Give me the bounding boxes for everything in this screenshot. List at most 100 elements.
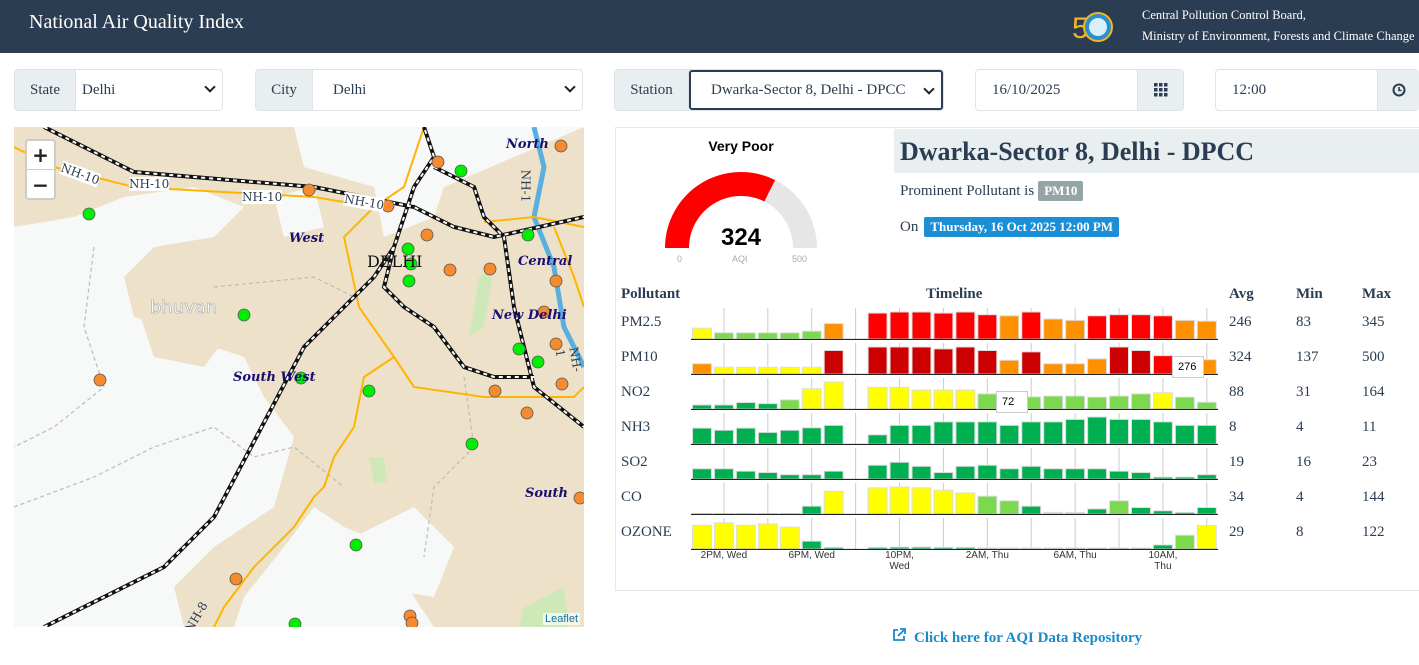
timeline-bar[interactable] xyxy=(911,465,932,480)
timeline-bar[interactable] xyxy=(713,522,734,550)
timeline-bar[interactable] xyxy=(867,464,888,480)
timeline-bar[interactable] xyxy=(757,523,778,550)
timeline-bar[interactable] xyxy=(977,393,998,410)
timeline-bar[interactable] xyxy=(1109,395,1129,410)
timeline-bar[interactable] xyxy=(801,330,822,340)
timeline-bar[interactable] xyxy=(889,346,910,375)
timeline-bar[interactable] xyxy=(999,359,1020,375)
timeline-bar[interactable] xyxy=(1087,416,1108,445)
timeline-bar[interactable] xyxy=(1196,424,1217,445)
timeline-bar[interactable] xyxy=(801,474,822,480)
timeline-bar[interactable] xyxy=(735,402,756,410)
timeline-bar[interactable] xyxy=(692,404,712,410)
timeline-bar[interactable] xyxy=(911,311,932,340)
station-marker[interactable] xyxy=(531,355,545,369)
timeline-bar[interactable] xyxy=(1043,421,1064,445)
timeline-bar[interactable] xyxy=(1065,511,1086,515)
calendar-button[interactable] xyxy=(1137,70,1183,110)
station-marker[interactable] xyxy=(520,406,534,420)
timeline-bar[interactable] xyxy=(1174,424,1195,445)
timeline-bar[interactable] xyxy=(867,386,888,410)
station-marker[interactable] xyxy=(537,305,551,319)
timeline-bar[interactable] xyxy=(867,312,888,340)
timeline-bar[interactable] xyxy=(735,366,756,375)
timeline-bar[interactable] xyxy=(1152,421,1173,445)
timeline-bar[interactable] xyxy=(823,323,844,340)
station-marker[interactable] xyxy=(237,308,251,322)
station-marker[interactable] xyxy=(431,155,445,169)
timeline-bar[interactable] xyxy=(823,470,844,480)
timeline-bar[interactable] xyxy=(977,350,998,375)
timeline-bar[interactable] xyxy=(692,524,712,550)
time-input[interactable]: 12:00 xyxy=(1232,81,1267,98)
timeline-bar[interactable] xyxy=(1087,508,1108,515)
timeline-bar[interactable] xyxy=(713,468,734,480)
timeline-bar[interactable] xyxy=(911,389,932,410)
timeline-bar[interactable] xyxy=(1087,315,1108,340)
timeline-bar[interactable] xyxy=(735,332,756,340)
timeline-bar[interactable] xyxy=(911,346,932,375)
station-marker[interactable] xyxy=(554,139,568,153)
timeline-bar[interactable] xyxy=(1065,363,1086,375)
timeline-bar[interactable] xyxy=(1087,396,1108,410)
timeline-bar[interactable] xyxy=(933,348,954,375)
timeline-bar[interactable] xyxy=(977,464,998,480)
timeline-bar[interactable] xyxy=(977,495,998,515)
timeline-bar[interactable] xyxy=(1152,544,1173,550)
timeline-bar[interactable] xyxy=(911,424,932,445)
timeline-bar[interactable] xyxy=(779,399,800,410)
station-marker[interactable] xyxy=(465,437,479,451)
timeline-bar[interactable] xyxy=(779,332,800,340)
timeline-bar[interactable] xyxy=(1174,396,1195,410)
timeline-bar[interactable] xyxy=(999,468,1020,480)
timeline-bar[interactable] xyxy=(1109,547,1129,550)
state-select[interactable]: Delhi xyxy=(76,70,222,110)
timeline-bar[interactable] xyxy=(779,526,800,550)
timeline-bar[interactable] xyxy=(977,314,998,340)
station-marker[interactable] xyxy=(404,257,418,271)
timeline-bar[interactable] xyxy=(1065,468,1086,480)
timeline-bar[interactable] xyxy=(801,366,822,375)
city-select[interactable]: Delhi xyxy=(313,70,582,110)
timeline-bar[interactable] xyxy=(955,546,976,550)
timeline-bar[interactable] xyxy=(757,472,778,480)
timeline-bar[interactable] xyxy=(1196,320,1217,340)
timeline-bar[interactable] xyxy=(779,474,800,480)
timeline-bar[interactable] xyxy=(1087,468,1108,480)
timeline-bar[interactable] xyxy=(801,388,822,410)
station-marker[interactable] xyxy=(405,616,419,627)
timeline-bar[interactable] xyxy=(911,546,932,550)
timeline-bar[interactable] xyxy=(1021,547,1042,550)
timeline-bar[interactable] xyxy=(735,524,756,550)
timeline-bar[interactable] xyxy=(1021,351,1042,375)
zoom-out-button[interactable]: − xyxy=(32,172,49,197)
timeline-bar[interactable] xyxy=(823,490,844,515)
timeline-bar[interactable] xyxy=(692,327,712,340)
timeline-bar[interactable] xyxy=(955,465,976,480)
timeline-bar[interactable] xyxy=(955,389,976,410)
timeline-bar[interactable] xyxy=(1174,319,1195,340)
timeline-bar[interactable] xyxy=(999,315,1020,340)
timeline-bar[interactable] xyxy=(1152,355,1173,375)
timeline-bar[interactable] xyxy=(757,431,778,445)
clock-button[interactable] xyxy=(1377,70,1419,110)
timeline-bar[interactable] xyxy=(1131,507,1151,515)
station-marker[interactable] xyxy=(401,242,415,256)
aqi-repository-link[interactable]: Click here for AQI Data Repository xyxy=(892,628,1142,647)
timeline-bar[interactable] xyxy=(955,421,976,445)
station-marker[interactable] xyxy=(483,262,497,276)
timeline-bar[interactable] xyxy=(889,546,910,550)
timeline-bar[interactable] xyxy=(955,492,976,515)
timeline-bar[interactable] xyxy=(692,363,712,375)
station-marker[interactable] xyxy=(362,384,376,398)
date-input[interactable]: 16/10/2025 xyxy=(992,81,1061,98)
timeline-bar[interactable] xyxy=(1043,547,1064,550)
timeline-bar[interactable] xyxy=(867,546,888,550)
timeline-bar[interactable] xyxy=(1043,395,1064,410)
station-marker[interactable] xyxy=(549,274,563,288)
timeline-bar[interactable] xyxy=(692,427,712,445)
timeline-bar[interactable] xyxy=(889,424,910,445)
timeline-bar[interactable] xyxy=(1043,318,1064,340)
timeline-bar[interactable] xyxy=(779,429,800,445)
station-marker[interactable] xyxy=(521,228,535,242)
